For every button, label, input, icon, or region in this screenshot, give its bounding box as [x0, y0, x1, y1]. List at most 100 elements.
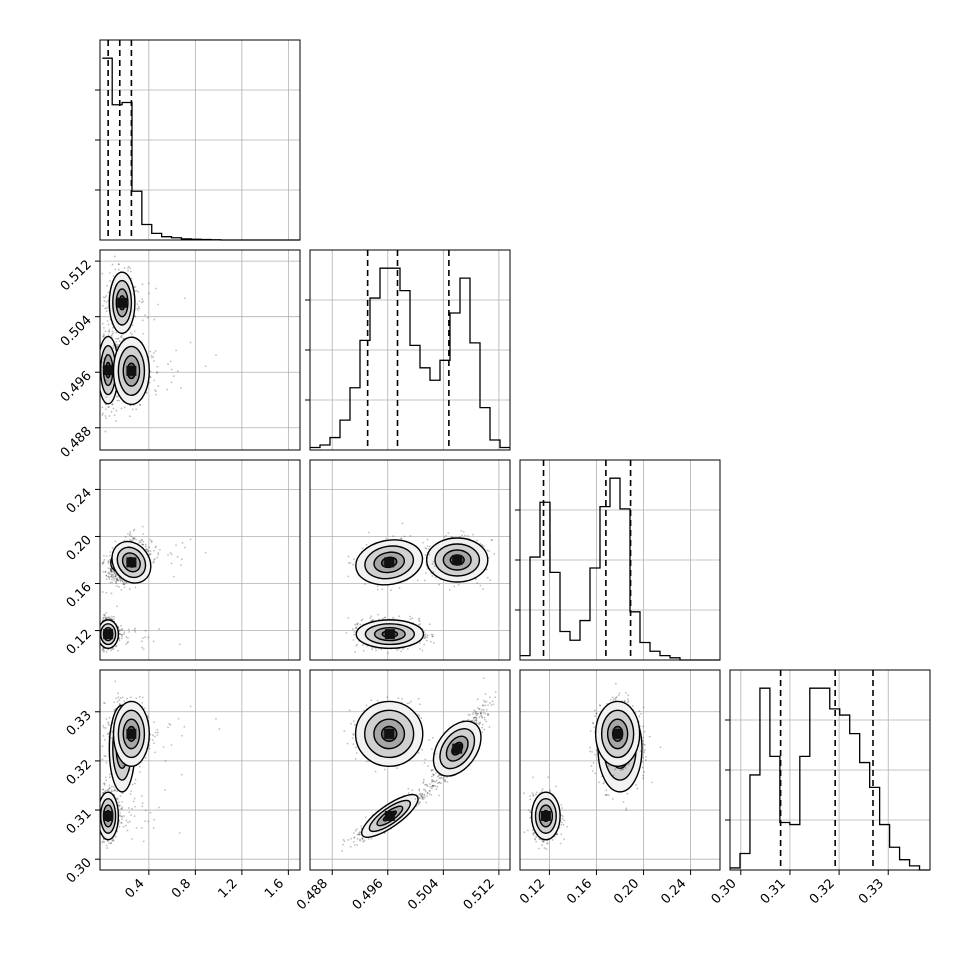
sample-point [119, 633, 122, 636]
sample-point [110, 617, 113, 620]
sample-point [117, 579, 119, 582]
sample-point [119, 579, 122, 582]
sample-point [356, 643, 359, 646]
sample-point [102, 336, 105, 338]
sample-point [149, 350, 152, 353]
sample-point [112, 575, 115, 578]
sample-point [129, 331, 132, 334]
sample-point [110, 568, 113, 571]
sample-point [108, 331, 111, 333]
sample-point [167, 554, 169, 556]
sample-point [102, 335, 104, 338]
sample-point [137, 305, 140, 308]
sample-point [116, 605, 118, 608]
sample-point [115, 396, 118, 398]
sample-point [355, 627, 358, 630]
sample-point [110, 410, 113, 413]
sample-point [107, 575, 110, 578]
sample-point [111, 333, 114, 336]
sample-point [105, 555, 108, 557]
sample-point [115, 346, 118, 349]
sample-point [122, 337, 124, 340]
sample-point [111, 573, 114, 576]
sample-point [110, 571, 113, 574]
sample-point [119, 335, 122, 338]
sample-point [384, 616, 387, 619]
sample-point [424, 633, 427, 636]
sample-point [123, 583, 126, 585]
sample-point [354, 623, 357, 626]
sample-point [102, 570, 105, 573]
sample-point [109, 567, 112, 570]
sample-point [144, 636, 147, 639]
sample-point [155, 372, 158, 374]
sample-point [150, 540, 153, 543]
sample-point [120, 588, 123, 591]
sample-point [105, 295, 108, 297]
sample-point [113, 579, 115, 581]
sample-point [377, 613, 379, 616]
sample-point [426, 634, 429, 637]
sample-point [110, 575, 113, 578]
sample-point [117, 649, 119, 652]
sample-point [156, 371, 159, 373]
sample-point [129, 538, 131, 541]
sample-point [102, 561, 105, 564]
sample-point [142, 332, 145, 335]
sample-point [172, 375, 175, 378]
sample-point [101, 562, 104, 565]
sample-point [117, 625, 120, 628]
sample-point [104, 430, 107, 433]
sample-point [114, 540, 117, 543]
sample-point [113, 577, 116, 580]
sample-point [180, 387, 182, 389]
sample-point [103, 334, 106, 337]
sample-point [105, 650, 108, 653]
sample-point [149, 538, 152, 541]
sample-point [119, 578, 122, 580]
sample-point [113, 571, 116, 574]
sample-point [125, 643, 127, 646]
sample-point [180, 564, 182, 566]
sample-point [140, 640, 143, 643]
sample-point [107, 323, 110, 326]
sample-point [138, 300, 141, 303]
sample-point [360, 619, 363, 622]
sample-point [135, 538, 137, 541]
sample-point [375, 649, 377, 652]
sample-point [156, 365, 159, 368]
sample-point [101, 648, 104, 651]
sample-point [123, 406, 126, 409]
sample-point [130, 535, 133, 538]
sample-point [345, 632, 348, 634]
sample-point [105, 591, 108, 594]
sample-point [134, 315, 137, 318]
sample-point [120, 637, 123, 640]
sample-point [114, 580, 117, 583]
sample-point [154, 546, 157, 549]
sample-point [115, 578, 118, 581]
sample-point [121, 579, 124, 582]
sample-point [108, 576, 111, 579]
sample-point [132, 537, 135, 540]
sample-point [107, 406, 110, 409]
sample-point [133, 537, 136, 539]
sample-point [170, 368, 173, 371]
density-peak [117, 297, 128, 308]
sample-point [116, 578, 119, 581]
sample-point [152, 560, 155, 563]
sample-point [189, 538, 192, 541]
sample-point [132, 529, 135, 532]
sample-point [117, 263, 120, 266]
sample-point [149, 553, 151, 556]
sample-point [110, 569, 113, 572]
sample-point [121, 580, 124, 583]
sample-point [105, 578, 108, 581]
sample-point [361, 618, 364, 621]
sample-point [418, 617, 421, 620]
sample-point [133, 315, 136, 317]
sample-point [157, 303, 160, 306]
sample-point [129, 532, 132, 535]
sample-point [157, 553, 160, 556]
